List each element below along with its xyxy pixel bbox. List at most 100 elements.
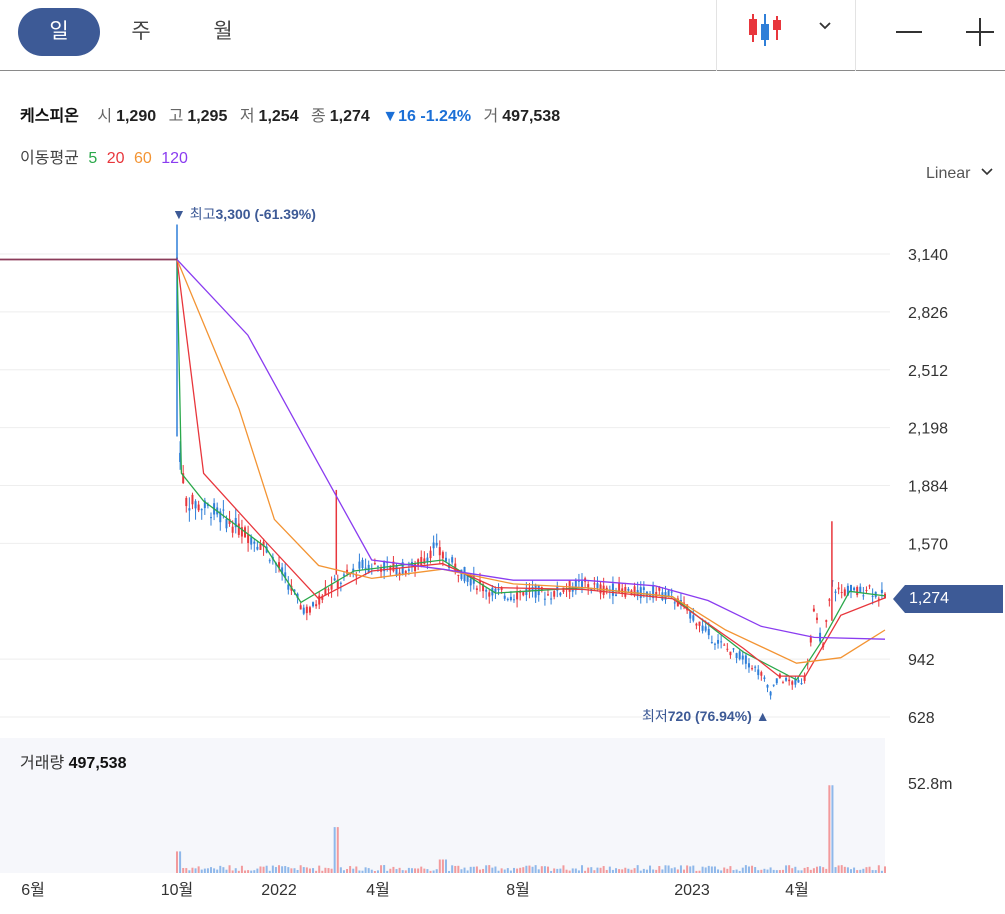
volume-label: 거 — [483, 108, 499, 125]
volume-bar — [367, 868, 370, 873]
volume-bar — [321, 870, 324, 873]
volume-bar — [840, 865, 843, 873]
volume-bar — [785, 865, 788, 873]
volume-bar — [222, 867, 225, 873]
zoom-out-button[interactable] — [890, 10, 930, 54]
volume-bar — [540, 866, 543, 873]
candle-body — [707, 628, 710, 636]
volume-bar — [472, 866, 475, 873]
volume-bar — [460, 869, 463, 873]
volume-bar — [305, 867, 308, 873]
candle-body — [754, 666, 757, 668]
candle-body — [528, 587, 531, 592]
volume-bar — [577, 870, 580, 873]
candle-body — [188, 508, 191, 511]
candle-body — [788, 679, 791, 682]
volume-bar — [571, 868, 574, 873]
candle-body — [256, 546, 259, 550]
candle-body — [312, 602, 315, 607]
volume-bar — [290, 868, 293, 873]
volume-bar — [868, 866, 871, 873]
minus-icon — [896, 31, 922, 33]
volume-bar — [735, 869, 738, 873]
price-tick-label: 2,198 — [908, 421, 948, 438]
volume-bar — [652, 869, 655, 873]
candlestick-icon — [749, 14, 781, 46]
volume-bar — [584, 870, 587, 873]
volume-bar — [689, 866, 692, 873]
candle-body — [834, 591, 837, 593]
volume-bar — [182, 868, 185, 873]
candle-body — [203, 500, 206, 509]
ma20-legend: 20 — [106, 150, 125, 167]
volume-bar — [772, 869, 775, 873]
x-tick-label: 10월 — [161, 881, 194, 899]
chart-type-selector[interactable] — [716, 0, 856, 71]
candle-body — [478, 581, 481, 584]
price-tick-label: 3,140 — [908, 247, 948, 264]
candle-body — [327, 589, 330, 591]
volume-bar — [478, 869, 481, 873]
period-tab-day[interactable]: 일 — [18, 8, 100, 56]
candle-body — [670, 591, 673, 593]
candle-body — [237, 523, 240, 535]
volume-bar — [769, 867, 772, 873]
candle-body — [438, 547, 441, 556]
candle-body — [358, 561, 361, 569]
candle-body — [593, 583, 596, 585]
volume-bar — [636, 865, 639, 873]
volume-bar — [562, 865, 565, 873]
period-tab-week[interactable]: 주 — [131, 20, 151, 43]
candle-body — [352, 568, 355, 572]
volume-bar — [383, 865, 386, 873]
volume-bar — [859, 869, 862, 873]
candle-body — [469, 578, 472, 586]
x-tick-label: 4월 — [785, 881, 809, 899]
volume-bar — [686, 865, 689, 873]
period-tab-month[interactable]: 월 — [213, 20, 233, 43]
scale-selector[interactable]: Linear — [926, 165, 995, 183]
change-value: ▼16 — [382, 108, 416, 125]
candle-body — [732, 648, 735, 650]
volume-bar — [781, 869, 784, 873]
volume-bar — [831, 785, 834, 873]
volume-bar — [475, 866, 478, 873]
volume-bar — [627, 868, 630, 873]
volume-bar — [683, 869, 686, 873]
candle-body — [605, 587, 608, 591]
candle-body — [639, 587, 642, 598]
volume-bar — [766, 869, 769, 873]
volume-bar — [361, 870, 364, 873]
candle-body — [757, 669, 760, 676]
candle-body — [315, 604, 318, 607]
volume-bar — [849, 869, 852, 873]
volume-bar — [590, 867, 593, 873]
volume-bar — [410, 868, 413, 873]
candle-body — [333, 578, 336, 581]
candle-body — [769, 691, 772, 696]
candle-body — [179, 452, 182, 462]
volume-bar — [519, 867, 522, 873]
candle-body — [723, 644, 726, 646]
candle-body — [713, 643, 716, 645]
volume-bar — [244, 870, 247, 873]
volume-bar — [815, 866, 818, 873]
volume-bar — [593, 870, 596, 873]
zoom-in-button[interactable] — [960, 10, 1000, 54]
ma-label: 이동평균 — [20, 150, 79, 167]
candle-body — [877, 598, 880, 600]
candle-body — [884, 593, 886, 599]
candle-body — [389, 565, 392, 571]
candle-body — [720, 641, 723, 643]
candle-body — [509, 596, 512, 601]
candle-body — [868, 585, 871, 587]
volume-bar — [324, 867, 327, 873]
volume-bar — [874, 870, 877, 873]
candle-body — [308, 607, 311, 613]
volume-bar — [667, 865, 670, 873]
candle-body — [704, 626, 707, 631]
volume-bar — [553, 868, 556, 873]
volume-bar — [491, 867, 494, 873]
candle-body — [321, 595, 324, 600]
